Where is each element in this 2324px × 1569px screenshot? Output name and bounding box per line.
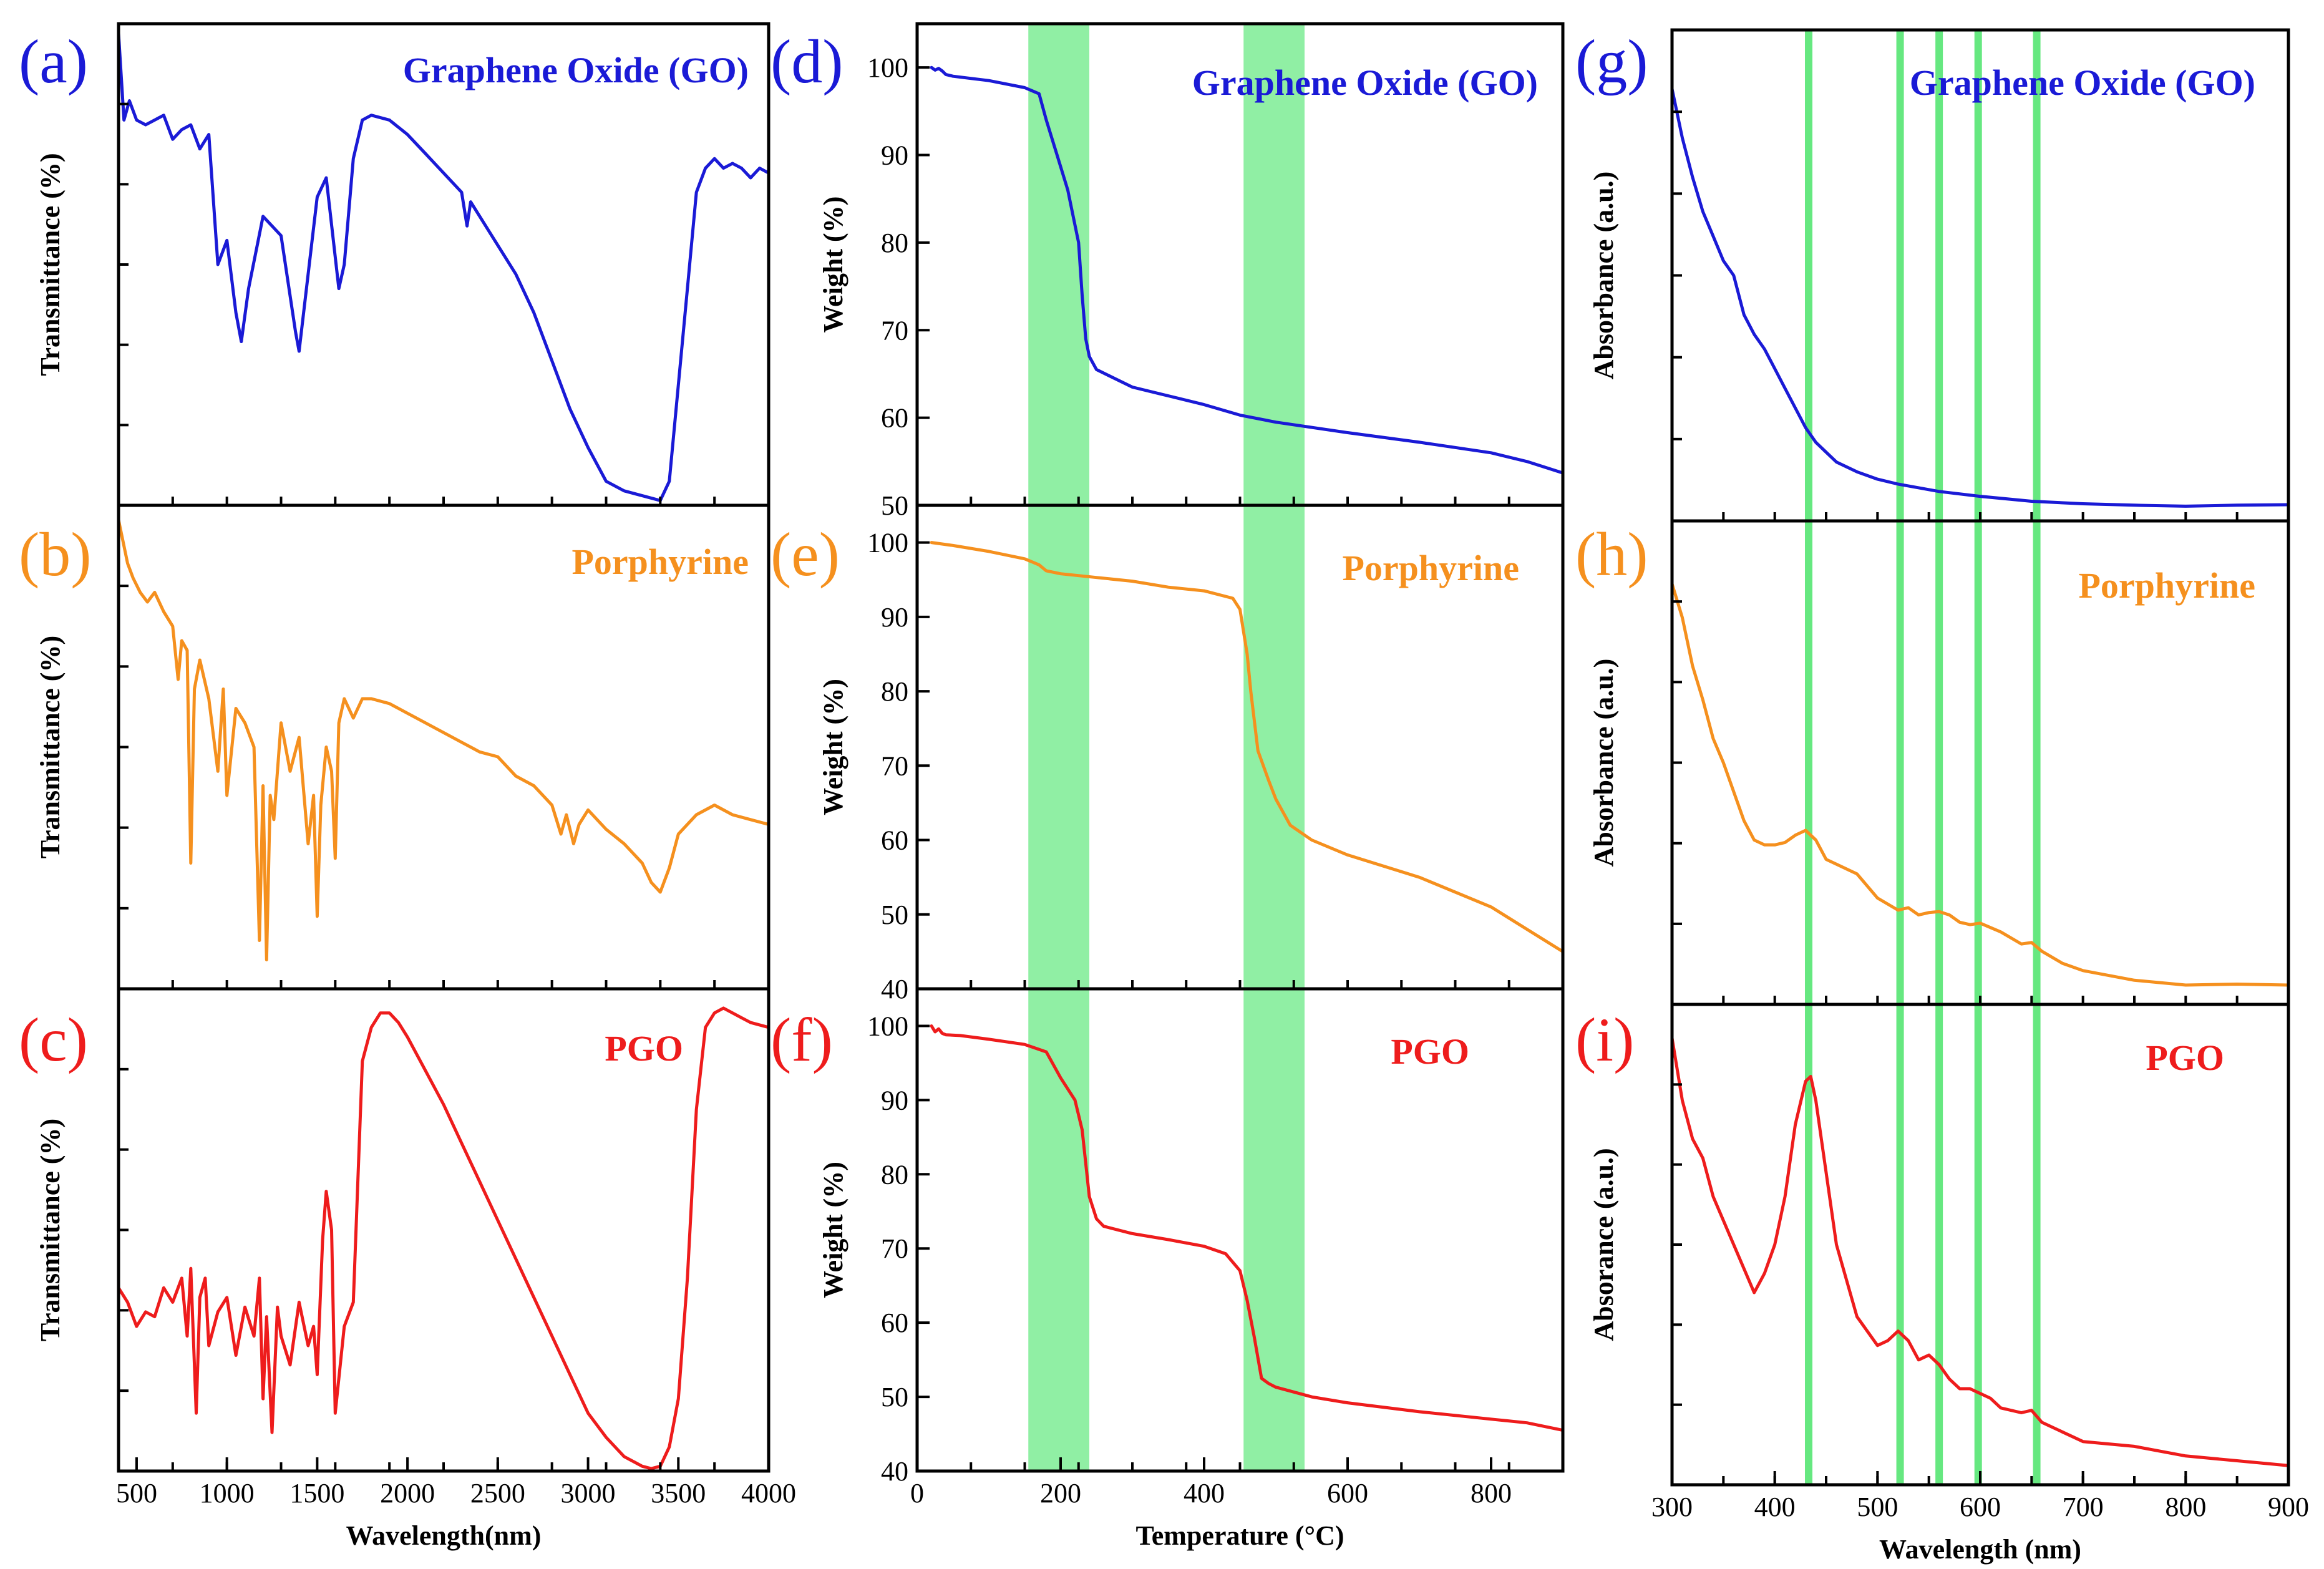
y-axis-label-f: Weight (%) [818,1162,848,1298]
panel-title-g: Graphene Oxide (GO) [1910,62,2255,103]
y-tick-label-f: 40 [881,1456,908,1487]
panel-letter-i: (i) [1575,1005,1634,1074]
panel-i: 300 400 500 600 700 800 900 Absorance (a.u.) Wav… [1575,1003,2309,1565]
panel-title-a: Graphene Oxide (GO) [403,50,749,90]
panel-f: 0 200 400 600 800 40 50 60 70 80 90 100 Weight (%) Te… [771,987,1565,1551]
panel-g: Absorbance (a.u.) (g) Graphene Oxide (GO) [1575,27,2290,523]
y-axis-label-c: Transmittance (%) [35,1119,66,1341]
plot-frame-a [117,22,771,507]
series-line-f [930,1024,1565,1432]
x-tick-label-c: 500 [116,1478,157,1508]
series-line-e [930,541,1565,953]
y-tick-label-f: 50 [881,1382,908,1412]
x-tick-label-c: 2000 [380,1478,435,1508]
series-line-i [1670,1036,2290,1467]
y-axis-label-d: Weight (%) [818,197,848,333]
panel-title-f: PGO [1391,1031,1469,1072]
x-axis-label-i: Wavelength (nm) [1879,1534,2081,1565]
x-tick-label-c: 1500 [289,1478,344,1508]
series-line-b [117,518,771,961]
panel-letter-c: (c) [19,1005,88,1074]
panel-c: 500 1000 1500 2000 2500 3000 3500 4000 Transmitt… [19,987,796,1551]
y-tick-label-f: 100 [867,1011,908,1041]
x-tick-label-i: 800 [2165,1492,2206,1522]
x-tick-label-f: 0 [910,1478,924,1508]
x-tick-label-c: 3500 [651,1478,706,1508]
panel-letter-b: (b) [19,520,92,589]
y-tick-label-f: 60 [881,1308,908,1338]
x-tick-label-i: 400 [1754,1492,1796,1522]
panel-letter-g: (g) [1575,27,1648,96]
panel-title-b: Porphyrine [571,542,749,582]
x-tick-label-f: 400 [1184,1478,1225,1508]
series-line-c [117,1006,771,1470]
y-tick-label-e: 70 [881,750,908,781]
panel-title-h: Porphyrine [2078,565,2255,606]
y-axis-label-g: Absorbance (a.u.) [1588,172,1619,380]
y-tick-label-d: 70 [881,315,908,346]
panel-letter-a: (a) [19,27,88,96]
y-axis-label-h: Absorbance (a.u.) [1588,659,1619,867]
band-f-0 [1028,989,1089,1471]
panel-letter-f: (f) [771,1005,833,1074]
y-tick-label-f: 90 [881,1085,908,1115]
series-line-h [1670,582,2290,987]
series-line-g [1670,87,2290,508]
band-e-0 [1028,505,1089,989]
x-tick-label-i: 600 [1960,1492,2001,1522]
panel-title-d: Graphene Oxide (GO) [1192,62,1538,103]
y-tick-label-e: 100 [867,528,908,558]
x-tick-label-c: 1000 [200,1478,255,1508]
y-tick-label-d: 90 [881,140,908,171]
y-tick-label-e: 50 [881,900,908,930]
x-tick-label-i: 300 [1651,1492,1693,1522]
panel-letter-h: (h) [1575,520,1648,589]
y-tick-label-f: 70 [881,1233,908,1264]
panel-b: Transmittance (%) (b) Porphyrine [19,503,771,991]
panel-letter-d: (d) [771,27,844,96]
panel-letter-e: (e) [771,520,840,589]
y-axis-label-i: Absorance (a.u.) [1588,1148,1619,1341]
panel-h: Absorbance (a.u.) (h) Porphyrine [1575,519,2290,1006]
x-tick-label-c: 3000 [561,1478,616,1508]
y-axis-label-b: Transmittance (%) [35,636,66,858]
panel-e: 40 50 60 70 80 90 100 Weight (%) (e) Porphyrine [771,503,1565,1004]
y-axis-label-e: Weight (%) [818,679,848,815]
y-tick-label-d: 50 [881,490,908,521]
x-axis-label-c: Wavelength(nm) [346,1520,542,1551]
y-tick-label-e: 80 [881,676,908,707]
series-line-a [117,31,771,502]
x-axis-label-f: Temperature (°C) [1135,1520,1344,1551]
panel-d: 50 60 70 80 90 100 Weight (%) (d) Graphene Oxide… [771,22,1565,521]
panel-title-i: PGO [2146,1037,2224,1078]
x-tick-label-i: 500 [1857,1492,1898,1522]
panel-title-e: Porphyrine [1342,548,1519,588]
x-tick-label-f: 200 [1040,1478,1081,1508]
y-tick-label-e: 40 [881,974,908,1004]
y-tick-label-f: 80 [881,1159,908,1190]
y-tick-label-d: 60 [881,403,908,434]
band-e-1 [1243,505,1305,989]
x-tick-label-i: 700 [2063,1492,2104,1522]
x-tick-label-c: 2500 [470,1478,525,1508]
x-tick-label-f: 800 [1471,1478,1512,1508]
y-tick-label-d: 80 [881,228,908,258]
x-tick-label-f: 600 [1327,1478,1368,1508]
y-tick-label-d: 100 [867,52,908,83]
y-axis-label-a: Transmittance (%) [35,153,66,376]
series-line-d [930,66,1565,475]
band-f-1 [1243,989,1305,1471]
y-tick-label-e: 90 [881,602,908,633]
x-tick-label-i: 900 [2268,1492,2309,1522]
x-tick-label-c: 4000 [741,1478,796,1508]
panel-a: Transmittance (%) (a) Graphene Oxide (GO) [19,22,771,507]
panel-title-c: PGO [605,1028,683,1069]
y-tick-label-e: 60 [881,825,908,856]
